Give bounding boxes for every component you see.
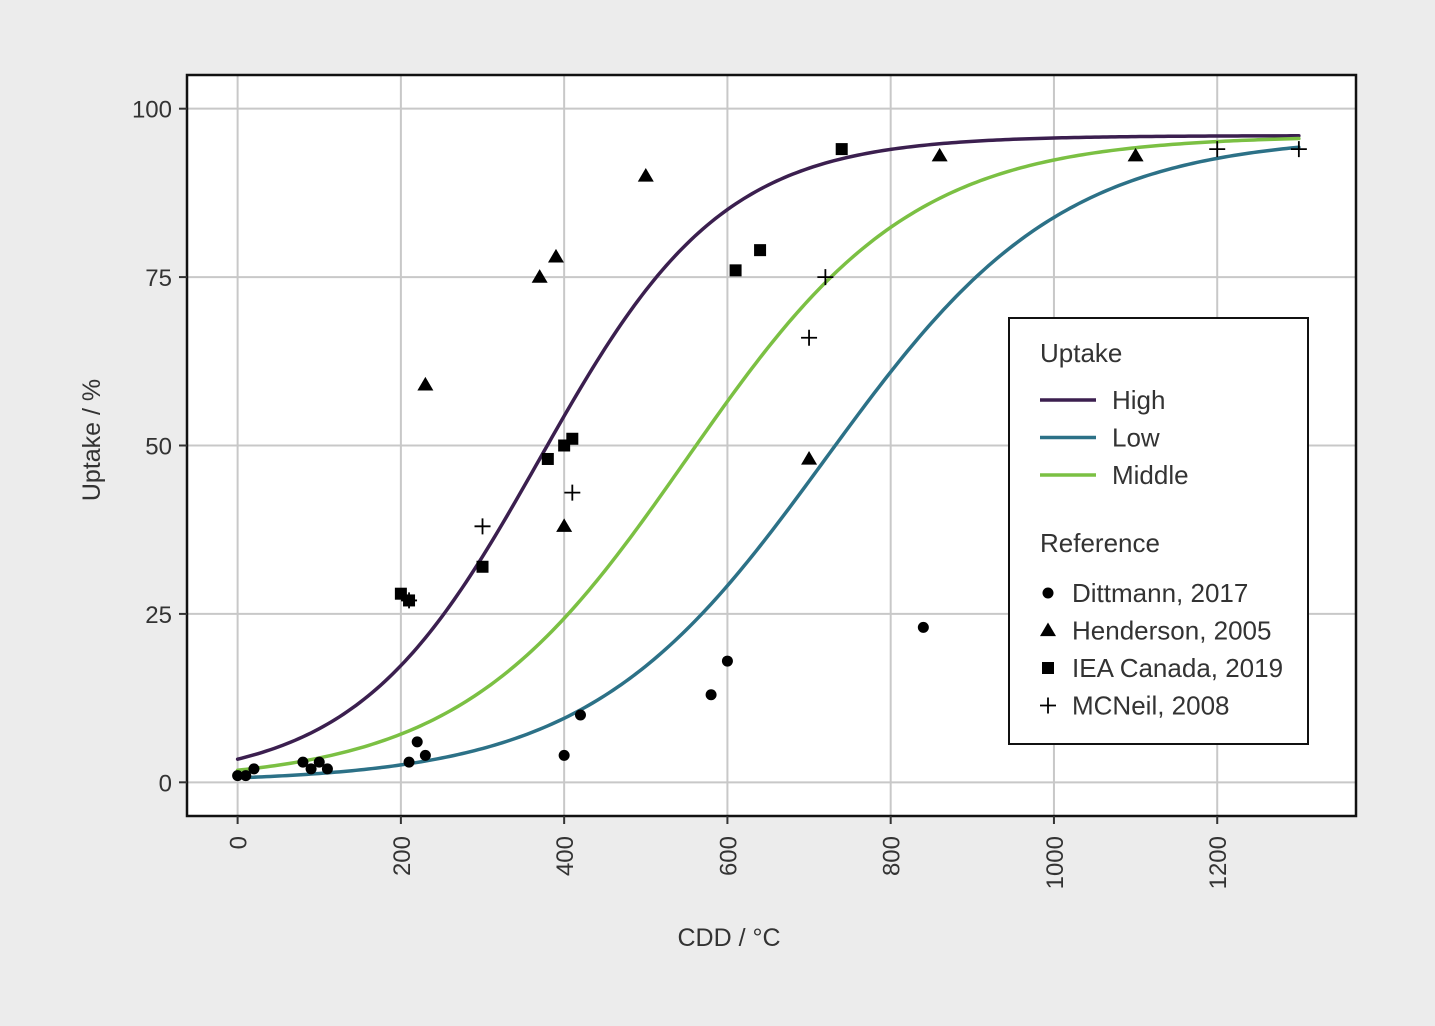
x-tick-label: 1200 [1205,836,1232,889]
triangle-point [556,518,573,532]
plus-point [817,269,834,286]
circle-point [917,621,929,633]
legend-key-circle [1042,587,1054,599]
curve-high [235,134,1301,761]
y-axis-ticks: 0 25 50 75 100 [132,97,187,797]
legend-label-plus: MCNeil, 2008 [1072,691,1230,721]
square-point [835,143,848,156]
circle-point [305,763,317,775]
circle-point [240,770,252,782]
legend-key-plus [1040,697,1056,714]
triangle-point [931,147,948,162]
triangle-point [531,269,548,283]
legend-curve-entries: High Low Middle [1040,385,1189,490]
x-tick-label: 800 [879,836,906,876]
square-point [566,432,579,445]
curve-middle [235,136,1301,772]
triangle-point [801,450,818,465]
y-axis-title: Uptake / % [78,379,106,501]
circle-point [419,749,431,761]
legend-label-high: High [1112,385,1165,415]
square-point [729,264,742,277]
triangle-point [637,168,654,182]
legend-label-square: IEA Canada, 2019 [1072,653,1283,683]
x-tick-label: 200 [389,836,416,876]
y-tick-label: 0 [159,770,172,797]
circle-point [248,763,260,775]
plus-point [1290,141,1307,158]
legend-title-reference: Reference [1040,528,1160,558]
plus-point [401,592,418,609]
triangle-point [547,248,564,263]
y-tick-label: 50 [145,434,172,461]
legend-label-circle: Dittmann, 2017 [1072,578,1248,608]
legend-title-uptake: Uptake [1040,338,1122,368]
x-axis-title: CDD / °C [677,924,780,952]
legend-key-square [1042,662,1054,674]
x-tick-label: 600 [715,836,742,876]
circle-point [558,749,570,761]
legend-key-triangle [1040,622,1056,637]
square-point [476,560,489,573]
x-tick-label: 0 [226,836,253,849]
legend-label-low: Low [1112,423,1160,453]
plus-point [564,484,581,501]
circle-point [232,770,244,782]
x-tick-label: 400 [552,836,579,876]
y-tick-label: 100 [132,97,172,124]
square-point [541,452,554,465]
x-axis-ticks: 0 200 400 600 800 1000 1200 [226,816,1232,889]
circle-point [574,709,586,721]
plus-point [801,329,818,346]
triangle-point [417,376,434,391]
circle-point [297,756,309,768]
legend-label-middle: Middle [1112,460,1189,490]
y-tick-label: 25 [145,602,172,629]
legend: Uptake High Low Middle Reference Dittmann,… [1008,317,1309,745]
circle-point [403,756,415,768]
circle-point [313,756,325,768]
legend-marker-entries: Dittmann, 2017 Henderson, 2005 IEA Canada,… [1040,578,1283,721]
triangle-point [1127,147,1144,162]
plus-point [474,518,491,535]
circle-point [721,655,733,667]
circle-point [321,763,333,775]
x-tick-label: 1000 [1042,836,1069,889]
square-point [754,244,767,257]
reference-points [232,141,1307,782]
y-tick-label: 75 [145,265,172,292]
legend-label-triangle: Henderson, 2005 [1072,616,1271,646]
legend-box [1008,317,1309,745]
circle-point [705,689,717,701]
plus-point [1209,141,1226,158]
circle-point [411,736,423,748]
